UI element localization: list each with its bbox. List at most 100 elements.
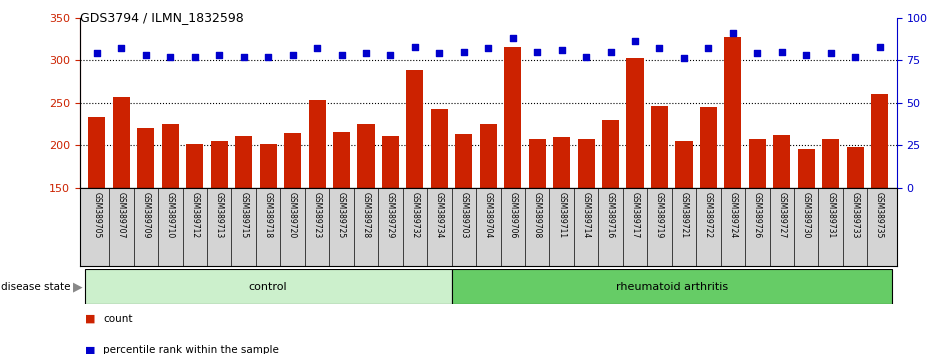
- Bar: [407, 70, 423, 188]
- Text: GSM389718: GSM389718: [264, 192, 272, 238]
- Bar: [724, 37, 742, 188]
- Bar: [651, 106, 668, 188]
- Text: GSM389705: GSM389705: [92, 192, 101, 238]
- Text: GSM389709: GSM389709: [142, 192, 150, 238]
- Text: GSM389710: GSM389710: [166, 192, 175, 238]
- Bar: [235, 136, 253, 188]
- Point: [872, 44, 887, 50]
- Bar: [871, 94, 888, 188]
- Point: [432, 51, 447, 56]
- Point: [578, 54, 593, 59]
- Point: [310, 45, 325, 51]
- Point: [627, 39, 642, 44]
- Bar: [773, 135, 791, 188]
- Text: GSM389734: GSM389734: [435, 192, 444, 238]
- Bar: [210, 141, 228, 188]
- Bar: [823, 139, 839, 188]
- Bar: [431, 109, 448, 188]
- Text: GSM389728: GSM389728: [362, 192, 371, 238]
- Point: [676, 56, 691, 61]
- Text: ■: ■: [85, 314, 95, 324]
- Point: [285, 52, 300, 58]
- Bar: [162, 124, 178, 188]
- Text: GDS3794 / ILMN_1832598: GDS3794 / ILMN_1832598: [80, 11, 243, 24]
- Bar: [626, 58, 643, 188]
- Point: [456, 49, 471, 55]
- Text: GSM389724: GSM389724: [729, 192, 737, 238]
- Bar: [358, 124, 375, 188]
- Bar: [137, 128, 154, 188]
- Text: GSM389722: GSM389722: [704, 192, 713, 238]
- Text: GSM389720: GSM389720: [288, 192, 297, 238]
- Bar: [700, 107, 717, 188]
- Text: GSM389716: GSM389716: [606, 192, 615, 238]
- Point: [750, 51, 765, 56]
- Text: GSM389727: GSM389727: [777, 192, 786, 238]
- Point: [481, 45, 496, 51]
- Bar: [602, 120, 619, 188]
- Text: GSM389731: GSM389731: [826, 192, 835, 238]
- Text: disease state: disease state: [1, 282, 70, 292]
- Point: [824, 51, 839, 56]
- Bar: [88, 117, 105, 188]
- Point: [603, 49, 618, 55]
- Point: [359, 51, 374, 56]
- Point: [89, 51, 104, 56]
- Bar: [452, 269, 892, 304]
- Text: percentile rank within the sample: percentile rank within the sample: [103, 346, 279, 354]
- Bar: [455, 134, 472, 188]
- Text: GSM389712: GSM389712: [191, 192, 199, 238]
- Point: [652, 45, 667, 51]
- Bar: [798, 149, 815, 188]
- Point: [505, 35, 520, 41]
- Point: [211, 52, 226, 58]
- Point: [162, 54, 177, 59]
- Text: GSM389711: GSM389711: [557, 192, 566, 238]
- Point: [261, 54, 276, 59]
- Text: ▶: ▶: [73, 280, 83, 293]
- Text: GSM389725: GSM389725: [337, 192, 346, 238]
- Point: [334, 52, 349, 58]
- Point: [237, 54, 252, 59]
- Point: [554, 47, 569, 53]
- Point: [187, 54, 202, 59]
- Text: GSM389730: GSM389730: [802, 192, 810, 238]
- Point: [114, 45, 129, 51]
- Bar: [675, 141, 693, 188]
- Text: control: control: [249, 282, 287, 292]
- Point: [408, 44, 423, 50]
- Bar: [333, 132, 350, 188]
- Bar: [85, 269, 452, 304]
- Bar: [309, 100, 326, 188]
- Text: rheumatoid arthritis: rheumatoid arthritis: [616, 282, 728, 292]
- Bar: [259, 144, 277, 188]
- Text: GSM389729: GSM389729: [386, 192, 395, 238]
- Point: [138, 52, 153, 58]
- Bar: [504, 47, 521, 188]
- Text: GSM389714: GSM389714: [581, 192, 591, 238]
- Text: GSM389726: GSM389726: [753, 192, 762, 238]
- Bar: [847, 147, 864, 188]
- Bar: [480, 124, 497, 188]
- Bar: [113, 97, 130, 188]
- Bar: [382, 136, 399, 188]
- Bar: [529, 139, 546, 188]
- Bar: [186, 144, 204, 188]
- Point: [799, 52, 814, 58]
- Text: GSM389732: GSM389732: [410, 192, 420, 238]
- Text: GSM389706: GSM389706: [508, 192, 517, 238]
- Text: GSM389733: GSM389733: [851, 192, 860, 238]
- Text: GSM389707: GSM389707: [116, 192, 126, 238]
- Bar: [553, 137, 570, 188]
- Text: count: count: [103, 314, 132, 324]
- Text: GSM389708: GSM389708: [532, 192, 542, 238]
- Text: GSM389704: GSM389704: [484, 192, 493, 238]
- Bar: [748, 139, 766, 188]
- Point: [848, 54, 863, 59]
- Point: [700, 45, 716, 51]
- Point: [383, 52, 398, 58]
- Text: GSM389721: GSM389721: [680, 192, 688, 238]
- Text: GSM389723: GSM389723: [313, 192, 321, 238]
- Bar: [577, 139, 594, 188]
- Text: GSM389735: GSM389735: [875, 192, 885, 238]
